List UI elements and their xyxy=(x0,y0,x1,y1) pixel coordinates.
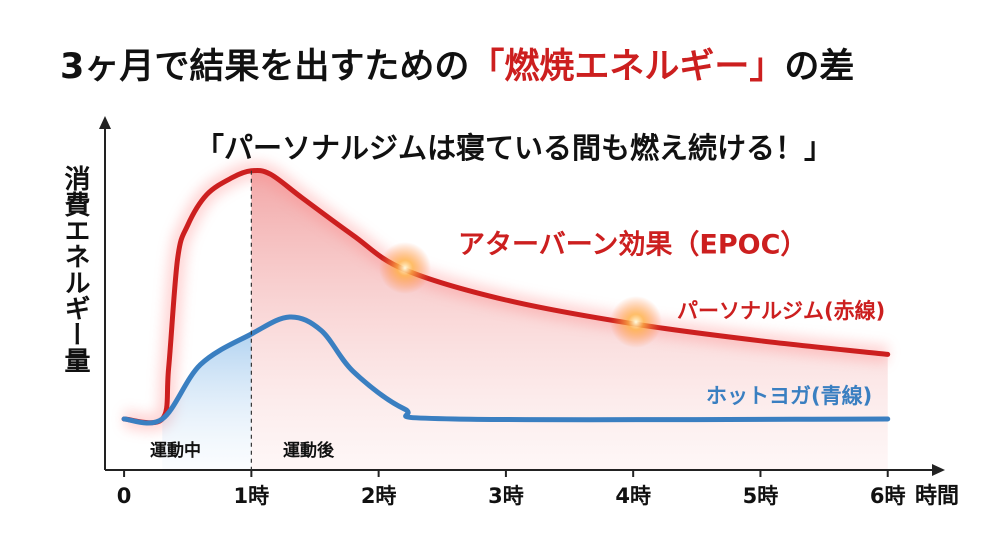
y-axis-arrow xyxy=(99,116,111,129)
x-tick-label: 1時 xyxy=(234,484,270,508)
x-tick-label: 0 xyxy=(117,484,132,508)
chart-title: 3ヶ月で結果を出すための「燃焼エネルギー」の差 xyxy=(60,47,854,87)
annotation: アターバーン効果（EPOC） xyxy=(458,229,807,261)
area xyxy=(162,334,252,469)
title-part: 3ヶ月で結果を出すための xyxy=(60,47,469,87)
x-axis-arrow xyxy=(932,464,945,476)
x-tick-label: 5時 xyxy=(743,484,779,508)
series-label: パーソナルジム(赤線) xyxy=(677,299,885,323)
x-tick-label: 4時 xyxy=(615,484,651,508)
subtitle: 「パーソナルジムは寝ている間も燃え続ける！」 xyxy=(195,131,833,165)
phase-label: 運動中 xyxy=(150,440,201,461)
series-label: ホットヨガ(青線) xyxy=(706,384,872,408)
x-tick-label: 2時 xyxy=(361,484,397,508)
title-part: 「燃焼エネルギー」 xyxy=(469,47,784,87)
x-axis-label: 時間 xyxy=(915,484,959,509)
glow xyxy=(379,242,431,294)
y-axis-label: 消費エネルギー量 xyxy=(60,165,90,373)
x-tick-label: 3時 xyxy=(488,484,524,508)
glow xyxy=(610,296,662,348)
x-tick-label: 6時 xyxy=(870,484,906,508)
series-line xyxy=(121,314,891,426)
phase-label: 運動後 xyxy=(283,440,335,461)
title-part: の差 xyxy=(784,47,854,87)
